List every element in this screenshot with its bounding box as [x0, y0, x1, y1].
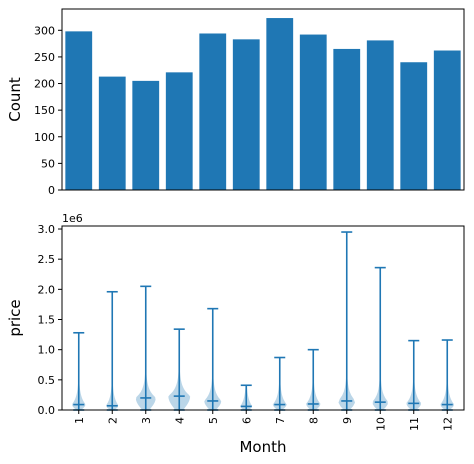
violin-x-tick-label: 6: [240, 417, 253, 424]
bar-y-tick-label: 250: [34, 51, 55, 64]
bar-9: [333, 48, 361, 191]
bar-y-tick-label: 100: [34, 131, 55, 144]
violin-4: [168, 328, 191, 411]
violin-y-tick-label: 2.0: [38, 283, 56, 296]
violin-8: [306, 348, 321, 411]
violin-1: [72, 331, 86, 411]
bar-3: [132, 80, 160, 190]
violin-x-tick-label: 8: [307, 417, 320, 424]
violin-6: [240, 384, 253, 411]
violin-plot-frame: [61, 225, 465, 411]
violin-3: [135, 285, 156, 411]
bar-5: [199, 33, 227, 190]
violin-x-tick-label: 3: [140, 417, 153, 424]
bar-y-tick-label: 300: [34, 24, 55, 37]
violin-y-tick-label: 1.5: [38, 314, 56, 327]
violin-x-tick-label: 12: [441, 417, 454, 431]
violin-chart-panel: 0.00.51.01.52.02.53.0 1 2 3 4 5 6 7 8 9 10 11 12 1e…: [6, 212, 465, 456]
bar-11: [400, 62, 428, 190]
violin-y-ticks: 0.0 0.5 1.0 1.5 2.0 2.5 3.0: [38, 223, 62, 417]
violin-y-tick-label: 0.0: [38, 404, 56, 417]
bar-1: [65, 31, 93, 190]
violin-7: [272, 356, 287, 411]
violin-9: [338, 231, 356, 411]
violin-x-ticks: 1 2 3 4 5 6 7 8 9 10 11 12: [73, 410, 454, 431]
violin-y-axis-label: price: [6, 299, 24, 336]
bar-10: [366, 40, 394, 190]
bar-y-tick-label: 0: [48, 184, 55, 197]
violin-12: [440, 339, 455, 411]
violin-x-tick-label: 4: [173, 417, 186, 424]
violin-2: [106, 290, 119, 411]
bar-marks: [65, 18, 461, 191]
violin-x-tick-label: 10: [374, 417, 387, 431]
violin-10: [372, 266, 388, 411]
violin-5: [204, 307, 222, 411]
violin-x-tick-label: 1: [73, 417, 86, 424]
violin-x-tick-label: 9: [341, 417, 354, 424]
violin-x-tick-label: 2: [106, 417, 119, 424]
violin-y-tick-label: 2.5: [38, 253, 56, 266]
bar-y-axis-label: Count: [6, 77, 24, 122]
bar-y-tick-label: 150: [34, 104, 55, 117]
bar-2: [98, 76, 126, 190]
violin-x-tick-label: 7: [274, 417, 287, 424]
bar-y-ticks: 0 50 100 150 200 250 300: [34, 24, 62, 197]
violin-y-scale-label: 1e6: [62, 212, 83, 225]
bar-12: [433, 50, 461, 190]
violin-y-tick-label: 3.0: [38, 223, 56, 236]
violin-x-tick-label: 11: [408, 417, 421, 431]
violin-marks: [72, 231, 455, 411]
violin-11: [406, 339, 421, 411]
violin-x-tick-label: 5: [207, 417, 220, 424]
bar-plot-frame: [61, 8, 465, 191]
bar-8: [299, 34, 327, 190]
bar-4: [165, 72, 193, 190]
bar-6: [232, 39, 260, 191]
bar-chart-panel: 0 50 100 150 200 250 300 Count: [6, 8, 465, 197]
bar-y-tick-label: 200: [34, 78, 55, 91]
bar-7: [266, 18, 294, 190]
violin-y-tick-label: 1.0: [38, 344, 56, 357]
violin-x-axis-label: Month: [239, 438, 286, 456]
violin-y-tick-label: 0.5: [38, 374, 56, 387]
bar-y-tick-label: 50: [41, 157, 55, 170]
